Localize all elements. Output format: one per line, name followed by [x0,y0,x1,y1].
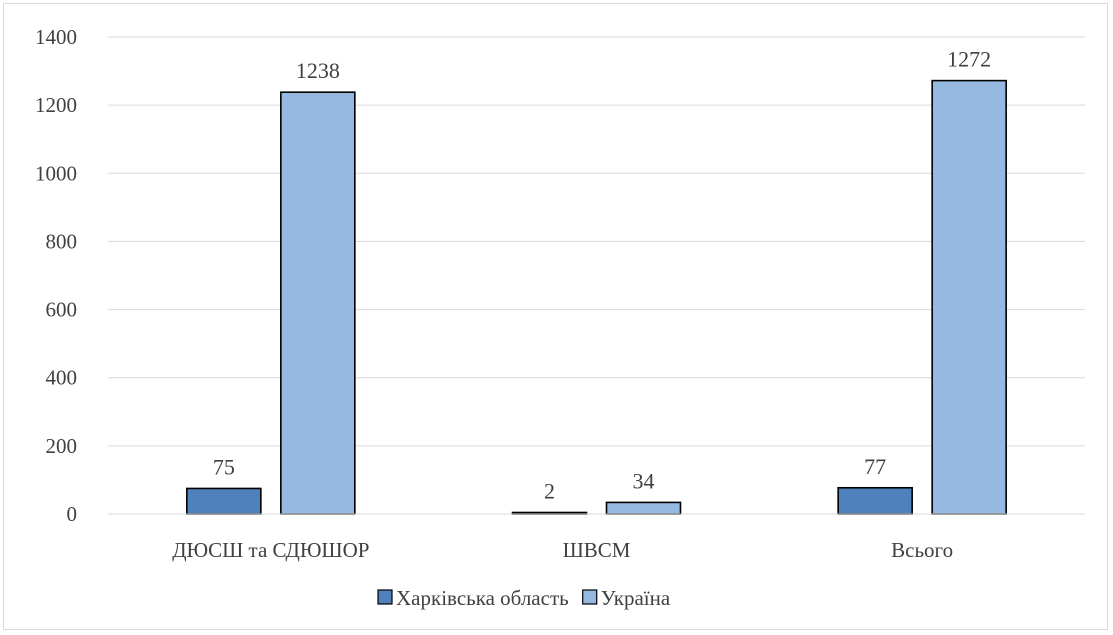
data-label: 2 [544,479,555,504]
data-label: 1238 [296,58,340,83]
bars [108,79,1085,515]
x-tick-label: Всього [891,538,953,562]
data-label: 75 [213,454,235,479]
y-tick-label: 400 [46,366,78,390]
y-tick-label: 600 [46,298,78,322]
bar-kharkiv-2 [837,486,913,515]
x-axis-tick-labels: ДЮСШ та СДЮШОР ШВСМ Всього [172,538,953,562]
legend-swatch-ukraine [582,589,598,605]
legend-swatch-kharkiv [377,589,393,605]
y-tick-label: 1400 [35,25,77,49]
y-tick-label: 1000 [35,161,77,185]
x-tick-label: ДЮСШ та СДЮШОР [172,538,369,562]
y-tick-label: 1200 [35,93,77,117]
bar-ukraine-0 [280,91,356,515]
x-tick-label: ШВСМ [563,538,631,562]
data-label: 34 [633,468,655,493]
data-label: 1272 [947,47,991,72]
chart-frame [3,3,1108,630]
bar-kharkiv-0 [186,487,262,515]
y-axis-tick-labels: 0 200 400 600 800 1000 1200 1400 [35,25,77,526]
legend-label-ukraine: Україна [601,586,671,610]
y-tick-label: 800 [46,229,78,253]
y-tick-label: 200 [46,434,78,458]
bar-ukraine-1 [605,501,682,515]
data-labels: 75 1238 2 34 77 1272 [213,47,991,504]
data-label: 77 [864,454,886,479]
legend: Харківська область Україна [377,586,671,610]
legend-label-kharkiv: Харківська область [396,586,569,610]
y-tick-label: 0 [67,502,78,526]
bar-ukraine-2 [931,79,1007,515]
